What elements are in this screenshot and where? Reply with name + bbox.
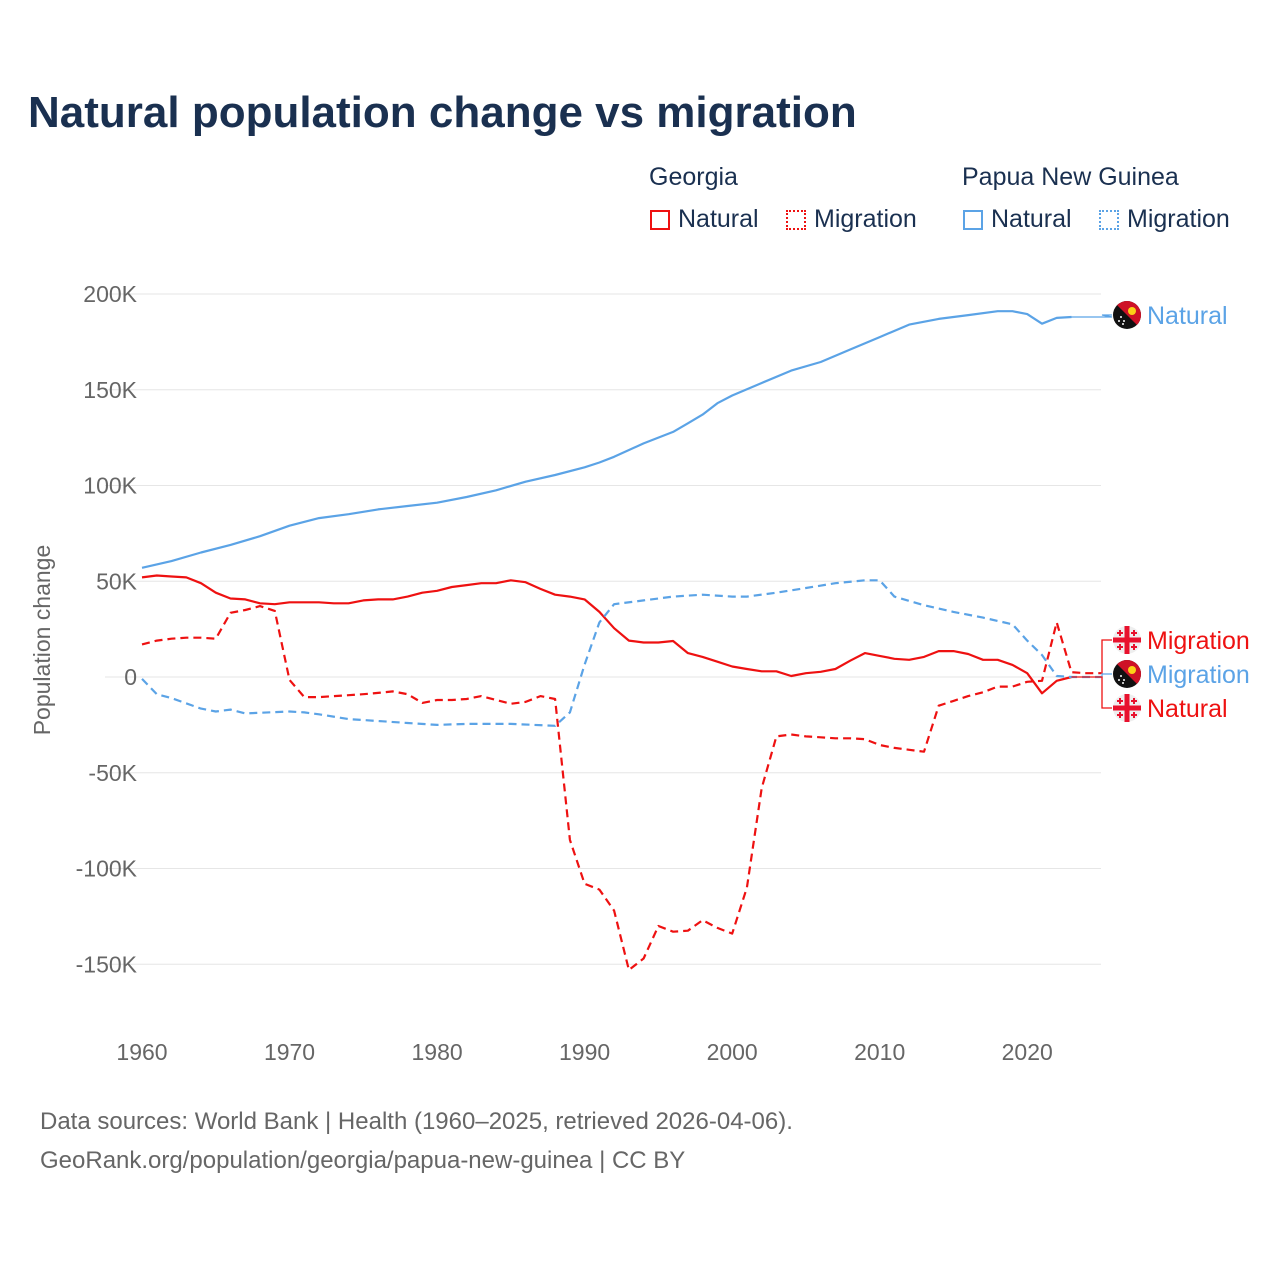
end-label: Natural	[1147, 302, 1228, 330]
flag-small-cross	[1119, 644, 1121, 650]
papua-new-guinea-flag-icon	[1113, 659, 1142, 688]
legend-group-png: Papua New Guinea	[962, 163, 1179, 191]
y-axis-label: Population change	[29, 545, 55, 736]
flag-star	[1120, 316, 1122, 318]
flag-star	[1122, 682, 1124, 684]
legend-item-georgia-natural[interactable]: Natural	[650, 205, 759, 234]
x-tick-label: 1980	[411, 1039, 462, 1065]
flag-small-cross	[1133, 698, 1135, 704]
flag-star	[1118, 679, 1120, 681]
legend-label: Natural	[991, 205, 1072, 233]
legend-swatch	[1099, 209, 1119, 230]
y-tick-label: 50K	[96, 568, 138, 594]
source-url[interactable]: GeoRank.org/population/georgia/papua-new…	[40, 1147, 686, 1174]
flag-bird	[1128, 307, 1136, 315]
flag-cross	[1124, 626, 1130, 654]
y-tick-label: -150K	[76, 951, 138, 977]
flag-small-cross	[1119, 698, 1121, 704]
end-label: Migration	[1147, 661, 1250, 689]
flag-small-cross	[1119, 712, 1121, 718]
flag-small-cross	[1133, 630, 1135, 636]
georgia-flag-icon	[1113, 694, 1141, 722]
x-tick-label: 2000	[707, 1039, 758, 1065]
legend-swatch	[786, 209, 806, 230]
flag-small-cross	[1133, 712, 1135, 718]
series-line-papua-new-guinea-migration	[141, 579, 1101, 727]
legend-group-georgia: Georgia	[649, 163, 738, 191]
end-label-connector	[1071, 676, 1112, 709]
flag-star	[1123, 320, 1125, 322]
end-label-connector	[1071, 314, 1113, 318]
x-tick-label: 2020	[1002, 1039, 1053, 1065]
flag-small-cross	[1133, 644, 1135, 650]
series-line-georgia-natural	[141, 574, 1072, 695]
x-tick-label: 1990	[559, 1039, 610, 1065]
x-tick-label: 1960	[116, 1039, 167, 1065]
end-label: Migration	[1147, 627, 1250, 655]
y-tick-label: -100K	[76, 856, 138, 882]
legend-label: Migration	[814, 205, 917, 233]
x-tick-label: 1970	[264, 1039, 315, 1065]
end-label-connector	[1101, 639, 1112, 674]
source-line: Data sources: World Bank | Health (1960–…	[40, 1108, 793, 1135]
flag-cross	[1124, 694, 1130, 722]
y-tick-label: 0	[124, 664, 137, 690]
legend-item-png-migration[interactable]: Migration	[1099, 205, 1230, 234]
flag-bird	[1128, 666, 1136, 674]
legend-item-georgia-migration[interactable]: Migration	[786, 205, 917, 234]
legend-item-png-natural[interactable]: Natural	[963, 205, 1072, 234]
flag-small-cross	[1119, 630, 1121, 636]
x-tick-label: 2010	[854, 1039, 905, 1065]
legend-swatch	[650, 209, 670, 230]
flag-star	[1123, 679, 1125, 681]
papua-new-guinea-flag-icon	[1113, 301, 1141, 329]
flag-star	[1122, 323, 1124, 325]
y-tick-label: 100K	[83, 473, 137, 499]
y-tick-label: -50K	[88, 760, 137, 786]
flag-star	[1120, 675, 1122, 677]
legend-label: Migration	[1127, 205, 1230, 233]
series-line-papua-new-guinea-natural	[141, 310, 1072, 569]
georgia-flag-icon	[1113, 626, 1141, 654]
legend-label: Natural	[678, 205, 759, 233]
end-label: Natural	[1147, 695, 1228, 723]
legend-swatch	[963, 209, 983, 230]
series-line-georgia-migration	[141, 605, 1101, 972]
y-tick-label: 200K	[83, 281, 137, 307]
flag-star	[1118, 320, 1120, 322]
y-tick-label: 150K	[83, 377, 137, 403]
chart-title: Natural population change vs migration	[28, 88, 857, 137]
